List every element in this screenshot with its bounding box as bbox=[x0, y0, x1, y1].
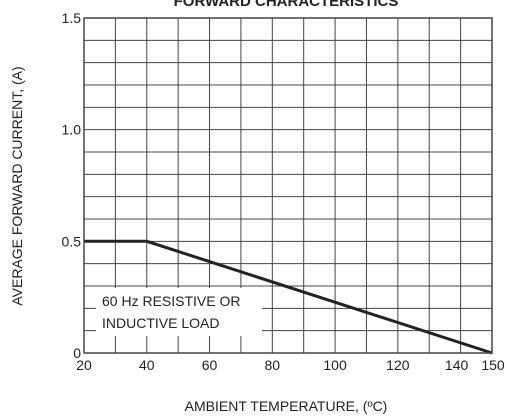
x-tick-label: 80 bbox=[265, 357, 281, 373]
x-tick-label: 60 bbox=[202, 357, 218, 373]
series-line-1 bbox=[84, 239, 493, 355]
plot-border bbox=[83, 17, 493, 354]
x-tick-label: 100 bbox=[323, 357, 347, 373]
annotation-line-1: 60 Hz RESISTIVE OR bbox=[102, 293, 240, 309]
x-axis-ticks: 20 40 60 80 100 120 140 150 bbox=[76, 357, 505, 373]
y-tick-label: 1.5 bbox=[62, 10, 82, 26]
x-tick-label: 40 bbox=[139, 357, 155, 373]
x-tick-label: 140 bbox=[445, 357, 469, 373]
y-tick-label: 1.0 bbox=[62, 122, 82, 138]
series-layer bbox=[84, 239, 493, 355]
x-tick-label: 150 bbox=[481, 357, 505, 373]
annotation-background bbox=[96, 288, 262, 336]
chart-title: FORWARD CHARACTERISTICS bbox=[174, 0, 399, 10]
y-tick-label: 0.5 bbox=[62, 233, 82, 249]
y-axis-label: AVERAGE FORWARD CURRENT, (A) bbox=[9, 66, 25, 305]
annotation: 60 Hz RESISTIVE OR INDUCTIVE LOAD bbox=[96, 288, 262, 336]
plot-frame bbox=[83, 17, 493, 354]
y-tick-label: 0 bbox=[73, 345, 81, 361]
y-axis-ticks: 0 0.5 1.0 1.5 bbox=[62, 10, 82, 361]
x-tick-label: 120 bbox=[386, 357, 410, 373]
x-tick-label: 20 bbox=[76, 357, 92, 373]
annotation-line-2: INDUCTIVE LOAD bbox=[102, 315, 219, 331]
x-axis-label: AMBIENT TEMPERATURE, (ºC) bbox=[185, 398, 388, 414]
